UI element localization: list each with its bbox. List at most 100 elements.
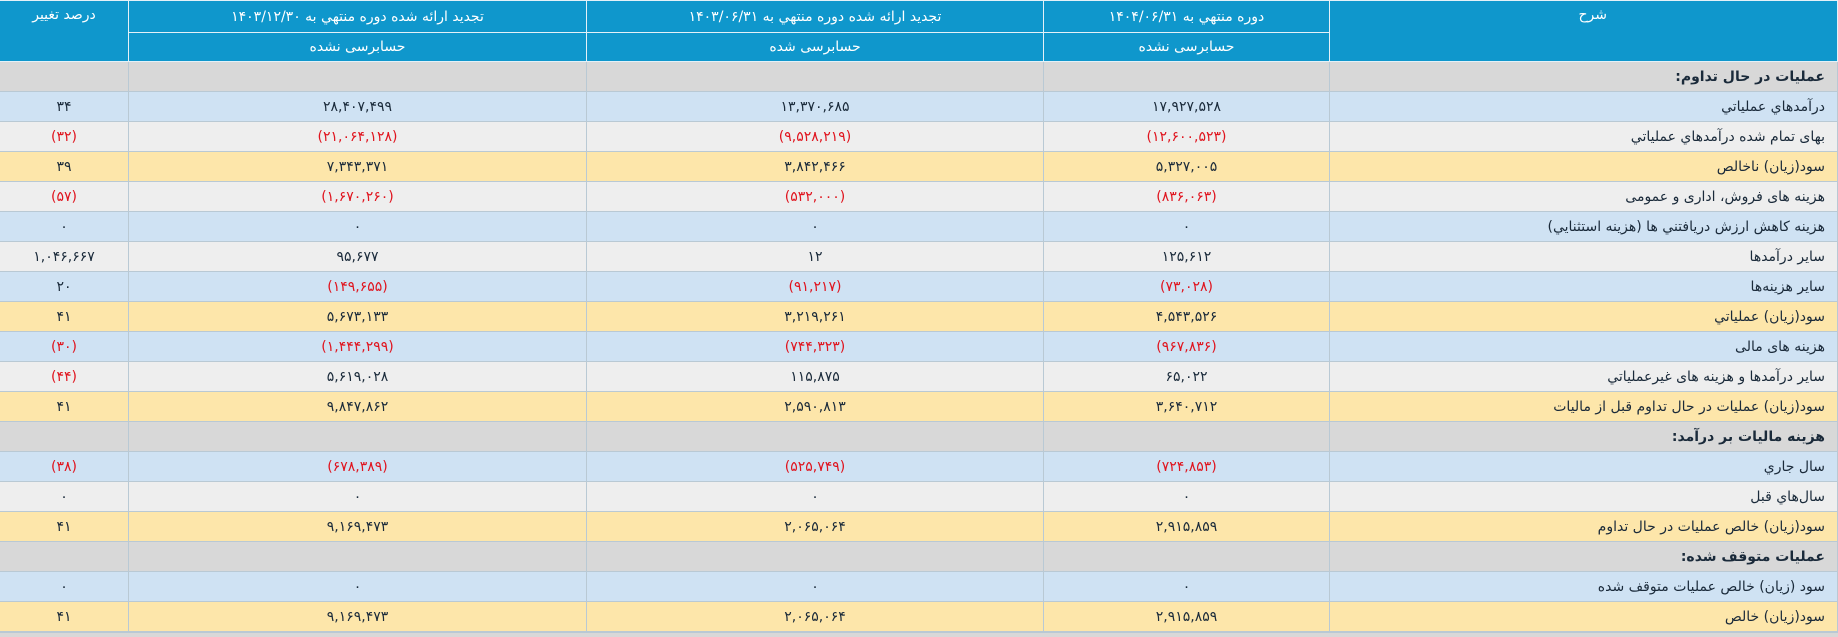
column-title: تجدید ارائه شده دوره منتهي به ۱۴۰۳/۰۶/۳۱ <box>586 0 1044 33</box>
row-label: ساير درآمدها و هزينه هاى غيرعملياتي <box>1329 361 1838 392</box>
row-label: سود(زيان) عملياتي <box>1329 301 1838 332</box>
data-row: سود(زيان) عمليات در حال تداوم قبل از مال… <box>0 391 1838 422</box>
value-cell: (۷۴۴,۳۲۳) <box>586 331 1044 362</box>
value-cell: (۱۴۹,۶۵۵) <box>128 271 587 302</box>
value-cell: ۲,۹۱۵,۸۵۹ <box>1043 511 1330 542</box>
row-label: سال جاري <box>1329 451 1838 482</box>
value-cell: ۰ <box>128 481 587 512</box>
value-cell: ۹,۱۶۹,۴۷۳ <box>128 601 587 632</box>
value-cell: (۷۳,۰۲۸) <box>1043 271 1330 302</box>
row-label: سود (زيان) خالص عمليات متوقف شده <box>1329 571 1838 602</box>
change-cell: ۳۴ <box>0 91 129 122</box>
value-cell: ۰ <box>128 571 587 602</box>
section-row: عمليات متوقف شده: <box>0 541 1838 572</box>
data-row: درآمدهاي عملياتي ۱۷,۹۲۷,۵۲۸ ۱۳,۳۷۰,۶۸۵ ۲۸,۴… <box>0 91 1838 122</box>
description-header: شرح <box>1329 0 1838 62</box>
data-row: سود(زيان) عملياتي ۴,۵۴۳,۵۲۶ ۳,۲۱۹,۲۶۱ ۵,۶۷۳… <box>0 301 1838 332</box>
value-cell: ۲,۵۹۰,۸۱۳ <box>586 391 1044 422</box>
row-label: سود(زيان) خالص <box>1329 601 1838 632</box>
value-cell: (۵۳۲,۰۰۰) <box>586 181 1044 212</box>
data-row: سود(زيان) خالص ۲,۹۱۵,۸۵۹ ۲,۰۶۵,۰۶۴ ۹,۱۶۹,۴۷… <box>0 601 1838 632</box>
header-row: شرح دوره منتهي به ۱۴۰۴/۰۶/۳۱ تجدید ارائه… <box>0 0 1838 62</box>
row-label: هزينه هاى فروش، اداری و عمومی <box>1329 181 1838 212</box>
row-label: هزينه كاهش ارزش دريافتني ها (هزينه استثن… <box>1329 211 1838 242</box>
empty-cell <box>0 421 129 452</box>
value-cell: (۸۳۶,۰۶۳) <box>1043 181 1330 212</box>
row-label: سود(زيان) خالص عمليات در حال تداوم <box>1329 511 1838 542</box>
data-row: سود(زيان) ناخالص ۵,۳۲۷,۰۰۵ ۳,۸۴۲,۴۶۶ ۷,۳۴۳,… <box>0 151 1838 182</box>
change-cell: (۳۲) <box>0 121 129 152</box>
change-cell: ۴۱ <box>0 511 129 542</box>
value-cell: ۵,۶۱۹,۰۲۸ <box>128 361 587 392</box>
value-cell: ۰ <box>1043 571 1330 602</box>
data-row: ساير درآمدها و هزينه هاى غيرعملياتي ۶۵,۰۲… <box>0 361 1838 392</box>
change-cell: (۳۸) <box>0 451 129 482</box>
row-label: هزينه هاى مالى <box>1329 331 1838 362</box>
value-cell: ۵,۳۲۷,۰۰۵ <box>1043 151 1330 182</box>
value-cell: ۲,۹۱۵,۸۵۹ <box>1043 601 1330 632</box>
data-row: سال‌هاي قبل ۰ ۰ ۰ ۰ <box>0 481 1838 512</box>
row-label: ساير درآمدها <box>1329 241 1838 272</box>
value-cell: ۵,۶۷۳,۱۳۳ <box>128 301 587 332</box>
value-cell: ۶۵,۰۲۲ <box>1043 361 1330 392</box>
value-cell: ۳,۶۴۰,۷۱۲ <box>1043 391 1330 422</box>
value-cell: (۹۶۷,۸۳۶) <box>1043 331 1330 362</box>
change-cell: ۰ <box>0 571 129 602</box>
value-cell: ۰ <box>1043 211 1330 242</box>
data-row: هزينه هاى مالى (۹۶۷,۸۳۶) (۷۴۴,۳۲۳) (۱,۴۴۴,۲… <box>0 331 1838 362</box>
data-row: سود (زيان) خالص عمليات متوقف شده ۰ ۰ ۰ ۰ <box>0 571 1838 602</box>
data-row: ساير هزينه‌ها (۷۳,۰۲۸) (۹۱,۲۱۷) (۱۴۹,۶۵۵) ۲۰ <box>0 271 1838 302</box>
change-cell: ۰ <box>0 481 129 512</box>
change-cell: ۴۱ <box>0 301 129 332</box>
empty-cell <box>1043 421 1330 452</box>
data-row: سود(زيان) خالص عمليات در حال تداوم ۲,۹۱۵,… <box>0 511 1838 542</box>
empty-cell <box>128 61 587 92</box>
change-header: درصد تغییر <box>0 0 129 62</box>
value-cell: ۲۸,۴۰۷,۴۹۹ <box>128 91 587 122</box>
value-cell: ۹۵,۶۷۷ <box>128 241 587 272</box>
column-subtitle: حسابرسی شده <box>586 32 1044 62</box>
value-cell: ۱۳,۳۷۰,۶۸۵ <box>586 91 1044 122</box>
value-cell: ۳,۲۱۹,۲۶۱ <box>586 301 1044 332</box>
value-cell: (۵۲۵,۷۴۹) <box>586 451 1044 482</box>
column-title: دوره منتهي به ۱۴۰۴/۰۶/۳۱ <box>1043 0 1330 33</box>
value-cell: ۳,۸۴۲,۴۶۶ <box>586 151 1044 182</box>
change-cell: ۴۱ <box>0 391 129 422</box>
value-cell: ۹,۱۶۹,۴۷۳ <box>128 511 587 542</box>
empty-cell <box>128 541 587 572</box>
value-cell: (۱,۴۴۴,۲۹۹) <box>128 331 587 362</box>
value-cell: (۱,۶۷۰,۲۶۰) <box>128 181 587 212</box>
value-cell: ۰ <box>586 211 1044 242</box>
value-cell: ۰ <box>128 211 587 242</box>
row-label: درآمدهاي عملياتي <box>1329 91 1838 122</box>
value-cell: ۰ <box>586 481 1044 512</box>
value-cell: ۴,۵۴۳,۵۲۶ <box>1043 301 1330 332</box>
value-cell: ۱۲۵,۶۱۲ <box>1043 241 1330 272</box>
empty-cell <box>1043 541 1330 572</box>
data-row: ساير درآمدها ۱۲۵,۶۱۲ ۱۲ ۹۵,۶۷۷ ۱,۰۴۶,۶۶۷ <box>0 241 1838 272</box>
value-cell: (۹۱,۲۱۷) <box>586 271 1044 302</box>
partial-row <box>0 632 1838 637</box>
column-title: تجدید ارائه شده دوره منتهي به ۱۴۰۳/۱۲/۳۰ <box>128 0 587 33</box>
section-row: عمليات در حال تداوم: <box>0 61 1838 92</box>
change-cell: ۰ <box>0 211 129 242</box>
data-row: سال جاري (۷۲۴,۸۵۳) (۵۲۵,۷۴۹) (۶۷۸,۳۸۹) (۳۸) <box>0 451 1838 482</box>
empty-cell <box>128 421 587 452</box>
section-label: عمليات در حال تداوم: <box>1329 61 1838 92</box>
empty-cell <box>586 421 1044 452</box>
data-row: بهاى تمام شده درآمدهاي عملياتي (۱۲,۶۰۰,۵۲… <box>0 121 1838 152</box>
empty-cell <box>0 541 129 572</box>
change-cell: (۳۰) <box>0 331 129 362</box>
row-label: سود(زيان) ناخالص <box>1329 151 1838 182</box>
table-body: عمليات در حال تداوم: درآمدهاي عملياتي ۱۷,۹… <box>0 61 1838 632</box>
change-cell: ۳۹ <box>0 151 129 182</box>
table-header: شرح دوره منتهي به ۱۴۰۴/۰۶/۳۱ تجدید ارائه… <box>0 0 1838 62</box>
value-cell: ۱۱۵,۸۷۵ <box>586 361 1044 392</box>
value-cell: (۱۲,۶۰۰,۵۲۳) <box>1043 121 1330 152</box>
value-cell: ۰ <box>586 571 1044 602</box>
value-cell: ۹,۸۴۷,۸۶۲ <box>128 391 587 422</box>
value-cell: ۲,۰۶۵,۰۶۴ <box>586 511 1044 542</box>
section-row: هزينه ماليات بر درآمد: <box>0 421 1838 452</box>
